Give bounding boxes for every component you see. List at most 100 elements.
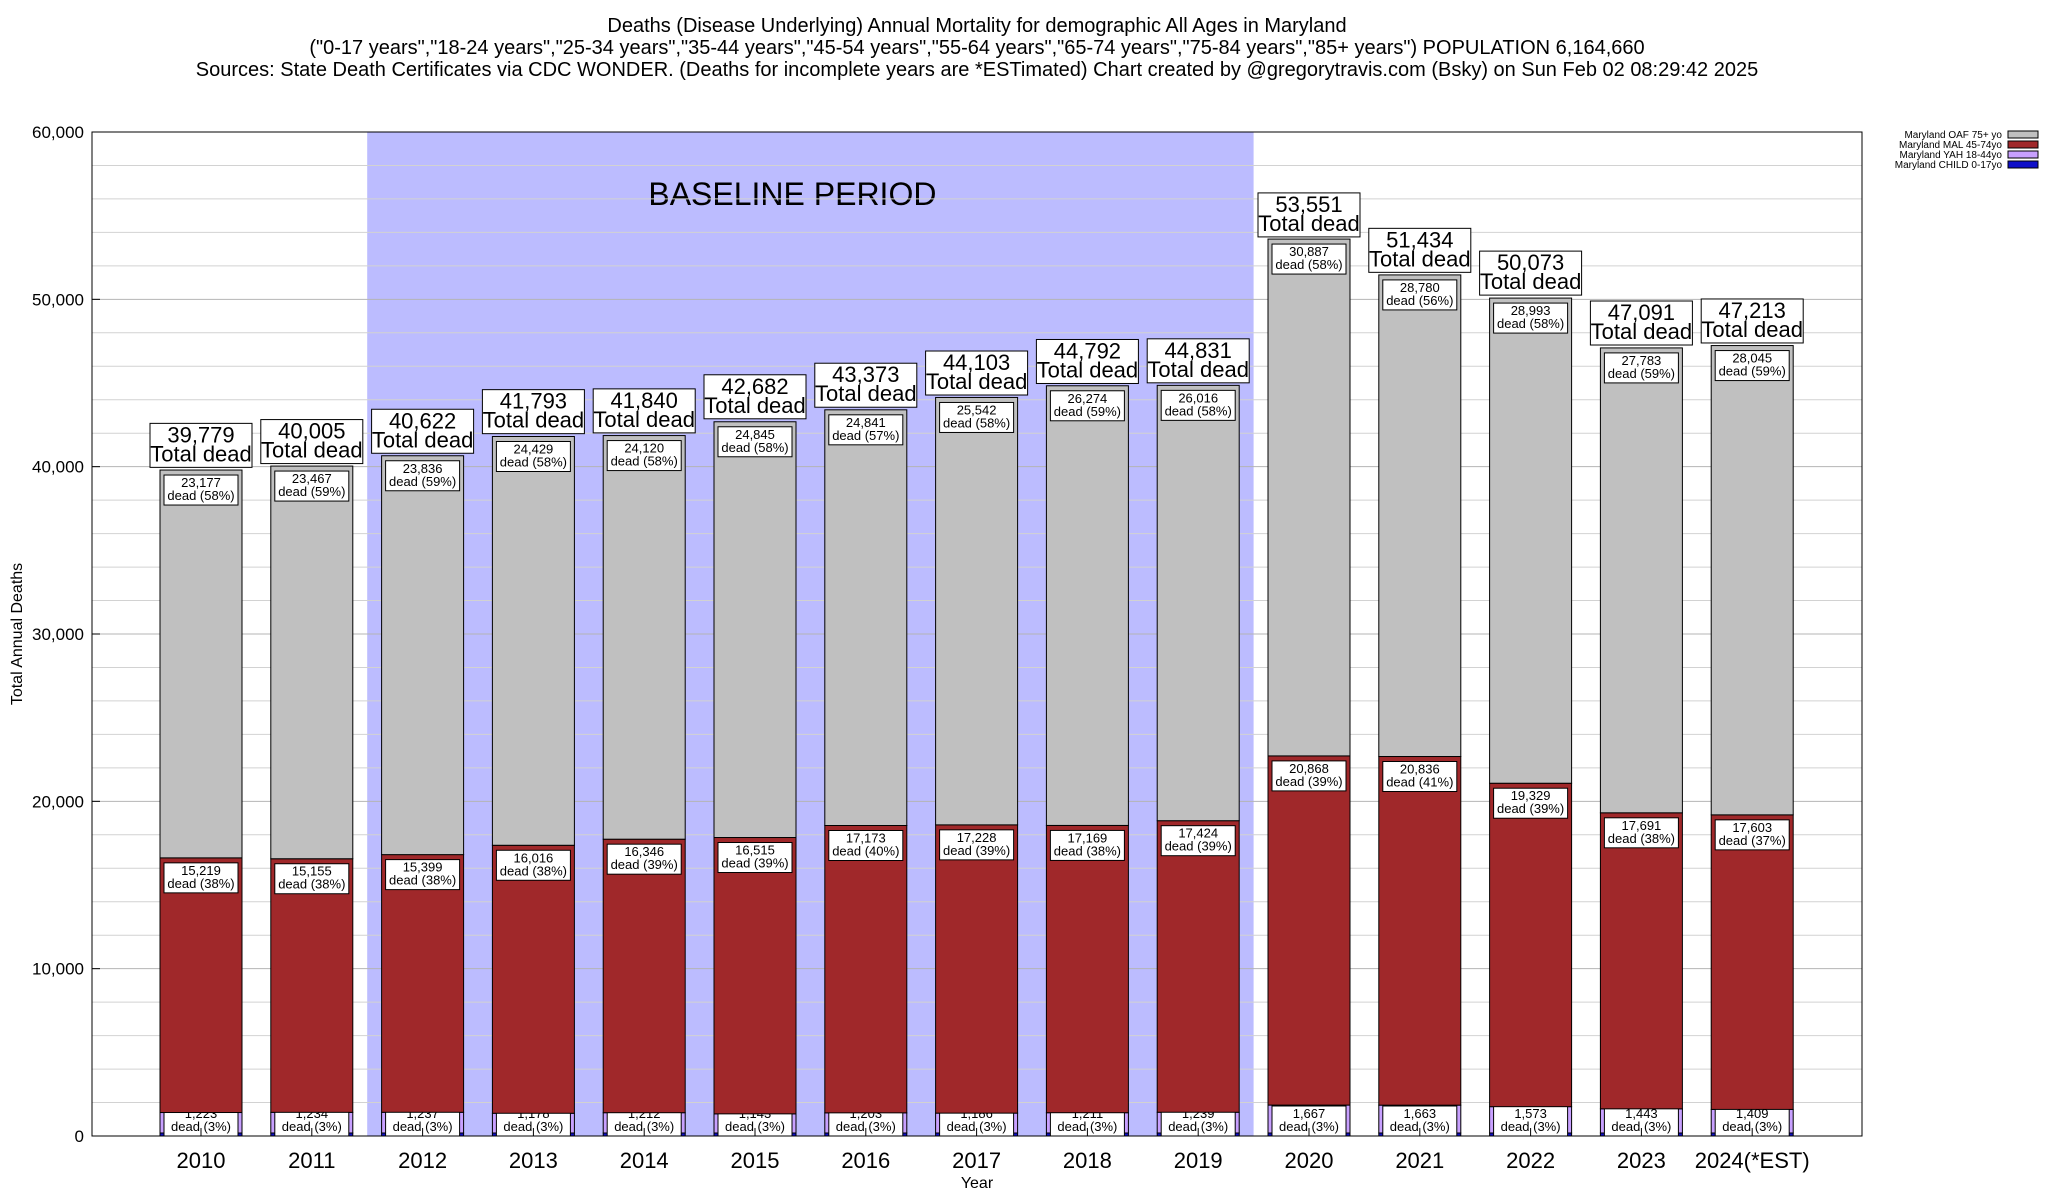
segment-label: 15,219	[181, 863, 221, 878]
segment-label: dead (58%)	[721, 440, 788, 455]
segment-label: 16,346	[624, 844, 664, 859]
bar-segment	[1045, 824, 1129, 1114]
total-suffix-label: Total dead	[1480, 269, 1582, 294]
total-label-box	[1035, 338, 1139, 384]
segment-label: dead (59%)	[1719, 364, 1786, 379]
total-suffix-label: Total dead	[1147, 357, 1249, 382]
bar-segment	[381, 455, 465, 856]
total-label-box	[1589, 300, 1693, 346]
legend-label: Maryland YAH 18-44yo	[1900, 150, 2003, 161]
segment-label-box	[828, 414, 904, 446]
bar-segment	[1156, 820, 1240, 1113]
bar-segment	[1378, 756, 1462, 1106]
y-tick-label: 10,000	[32, 960, 84, 979]
segment-label-box	[1271, 760, 1347, 792]
segment-label: dead (3%)	[1611, 1119, 1671, 1134]
bar-segment	[1378, 274, 1462, 758]
segment-label: dead (40%)	[832, 843, 899, 858]
segment-label-box	[274, 863, 350, 895]
total-value-label: 50,073	[1497, 250, 1564, 275]
segment-label: dead (59%)	[1054, 404, 1121, 419]
segment-label: dead (39%)	[1497, 801, 1564, 816]
bar-segment	[491, 435, 575, 846]
legend-swatch	[2007, 140, 2039, 149]
segment-label: 23,467	[292, 471, 332, 486]
segment-label: dead (38%)	[389, 873, 456, 888]
segment-label: 28,045	[1732, 351, 1772, 366]
segment-label: 26,016	[1178, 390, 1218, 405]
title-line-2: ("0-17 years","18-24 years","25-34 years…	[309, 37, 1644, 59]
bar-segment	[1710, 814, 1794, 1110]
y-axis-label: Total Annual Deaths	[9, 563, 26, 705]
x-tick-label: 2024(*EST)	[1695, 1148, 1810, 1173]
segment-label-box	[1049, 390, 1125, 422]
x-tick-label: 2013	[509, 1148, 558, 1173]
x-tick-label: 2018	[1063, 1148, 1112, 1173]
segment-label-box	[1049, 829, 1125, 861]
bar-segment	[824, 409, 908, 826]
bar-segment	[270, 858, 354, 1113]
segment-label-box	[939, 401, 1015, 433]
segment-label-box	[1603, 817, 1679, 849]
total-value-label: 44,103	[943, 350, 1010, 375]
segment-label: dead (3%)	[393, 1119, 453, 1134]
legend-label: Maryland CHILD 0-17yo	[1895, 160, 2003, 171]
segment-label-box	[1493, 302, 1569, 334]
total-suffix-label: Total dead	[1037, 357, 1139, 382]
total-label-box	[703, 374, 807, 420]
segment-label: 15,399	[403, 860, 443, 875]
segment-label: 24,120	[624, 441, 664, 456]
bar-segment	[159, 857, 243, 1114]
segment-label: 17,169	[1068, 830, 1108, 845]
bar-segment	[270, 465, 354, 860]
segment-label-box	[1603, 352, 1679, 384]
segment-label: dead (41%)	[1386, 775, 1453, 790]
segment-label-box	[163, 862, 239, 894]
axes: 0 10,000 20,000 30,000 40,000 50,000 60,000 201…	[9, 123, 1863, 1192]
segment-label-box	[1714, 819, 1790, 851]
total-value-label: 51,434	[1386, 227, 1453, 252]
y-tick-label: 0	[75, 1127, 84, 1146]
segment-label-box	[1714, 350, 1790, 382]
total-label-box	[371, 408, 475, 454]
x-axis-label: Year	[961, 1175, 994, 1192]
bar-segment	[1156, 384, 1240, 822]
total-value-label: 41,840	[611, 388, 678, 413]
total-label-box	[481, 389, 585, 435]
bar-segment	[1489, 297, 1573, 784]
total-value-label: 42,682	[721, 374, 788, 399]
title-line-1: Deaths (Disease Underlying) Annual Morta…	[607, 15, 1346, 37]
chart-title: Deaths (Disease Underlying) Annual Morta…	[196, 15, 1758, 81]
segment-label: 24,429	[514, 441, 554, 456]
x-tick-label: 2020	[1285, 1148, 1334, 1173]
segment-label: 20,868	[1289, 761, 1329, 776]
segment-label: dead (39%)	[1275, 774, 1342, 789]
total-suffix-label: Total dead	[261, 438, 363, 463]
bar-segment	[935, 396, 1019, 826]
x-tick-label: 2014	[620, 1148, 669, 1173]
segment-label: dead (59%)	[389, 474, 456, 489]
segment-label: dead (39%)	[611, 857, 678, 872]
segment-label-box	[1382, 279, 1458, 311]
x-tick-label: 2012	[398, 1148, 447, 1173]
segment-label: 16,016	[514, 850, 554, 865]
segment-label: dead (38%)	[1054, 843, 1121, 858]
total-suffix-label: Total dead	[815, 381, 917, 406]
x-tick-label: 2011	[288, 1148, 335, 1173]
segment-label-box	[385, 859, 461, 891]
total-value-label: 47,091	[1608, 300, 1675, 325]
segment-label: dead (3%)	[836, 1119, 896, 1134]
segment-label-box	[606, 843, 682, 875]
segment-label: 28,993	[1511, 303, 1551, 318]
segment-label-box	[1493, 787, 1569, 819]
segment-label-box	[1160, 389, 1236, 421]
legend-label: Maryland OAF 75+ yo	[1904, 130, 2002, 141]
x-tick-label: 2021	[1395, 1148, 1444, 1173]
segment-label: 26,274	[1068, 391, 1108, 406]
segment-label: 30,887	[1289, 244, 1329, 259]
segment-label-box	[274, 470, 350, 502]
total-label-box	[1479, 250, 1583, 296]
segment-label: dead (58%)	[1165, 403, 1232, 418]
bar-segment	[1045, 385, 1129, 826]
